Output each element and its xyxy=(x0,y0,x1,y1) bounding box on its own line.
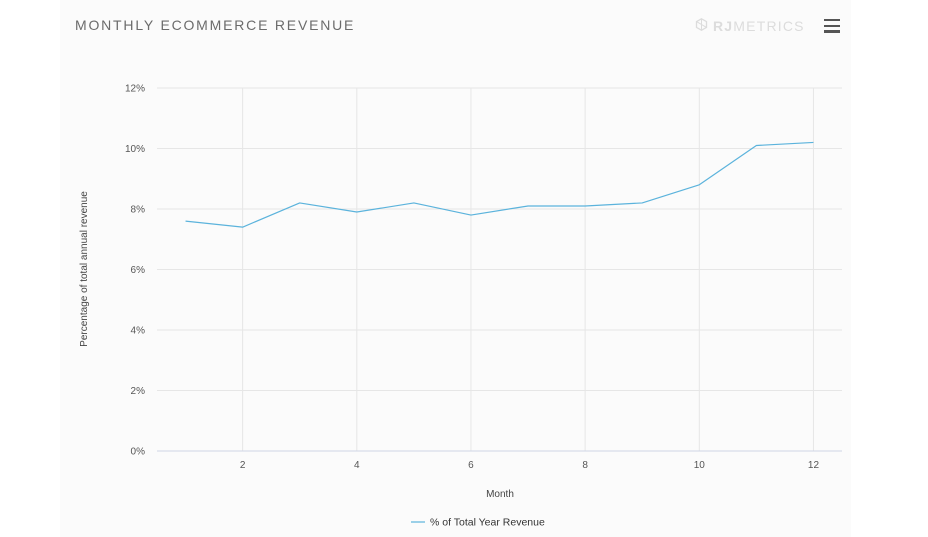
data-point[interactable] xyxy=(753,142,759,148)
y-tick-label: 4% xyxy=(131,326,146,337)
data-point[interactable] xyxy=(240,224,246,230)
data-point[interactable] xyxy=(297,200,303,206)
hamburger-menu-icon[interactable] xyxy=(824,19,840,33)
brand-name-light: METRICS xyxy=(733,18,805,34)
legend[interactable]: % of Total Year Revenue xyxy=(411,517,545,529)
data-point[interactable] xyxy=(525,203,531,209)
x-tick-label: 8 xyxy=(582,460,588,471)
data-point[interactable] xyxy=(411,200,417,206)
legend-label: % of Total Year Revenue xyxy=(430,517,545,529)
data-point[interactable] xyxy=(810,139,816,145)
x-tick-label: 2 xyxy=(240,460,246,471)
series-line[interactable] xyxy=(185,141,814,228)
chart-card xyxy=(60,0,851,537)
x-tick-label: 12 xyxy=(808,460,820,471)
data-point[interactable] xyxy=(696,182,702,188)
x-tick-label: 10 xyxy=(694,460,706,471)
rjmetrics-logo-icon xyxy=(695,18,708,34)
y-tick-label: 6% xyxy=(131,265,146,276)
brand-logo[interactable]: RJ METRICS xyxy=(695,18,805,34)
x-tick-label: 6 xyxy=(468,460,474,471)
chart-title: MONTHLY ECOMMERCE REVENUE xyxy=(75,17,356,33)
data-point[interactable] xyxy=(582,203,588,209)
y-tick-label: 8% xyxy=(131,205,146,216)
x-tick-label: 4 xyxy=(354,460,360,471)
x-axis-label: Month xyxy=(486,489,514,500)
brand-name-strong: RJ xyxy=(713,18,734,34)
y-axis-label: Percentage of total annual revenue xyxy=(79,191,90,347)
data-point[interactable] xyxy=(468,212,474,218)
data-point[interactable] xyxy=(639,200,645,206)
y-tick-label: 2% xyxy=(131,386,146,397)
y-tick-label: 10% xyxy=(125,144,145,155)
data-point[interactable] xyxy=(183,218,189,224)
y-tick-label: 0% xyxy=(131,447,146,458)
data-point[interactable] xyxy=(354,209,360,215)
y-tick-label: 12% xyxy=(125,84,145,95)
